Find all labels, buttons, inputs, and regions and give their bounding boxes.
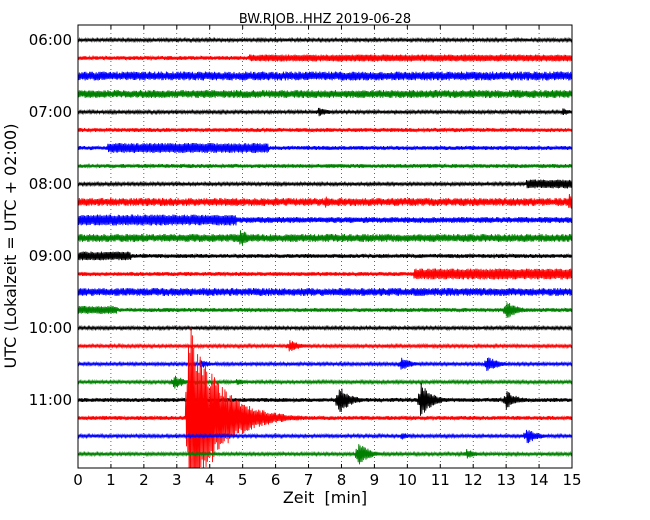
x-tick-label: 7 xyxy=(304,471,314,489)
trace-0630 xyxy=(78,71,572,81)
trace-0800 xyxy=(78,179,572,189)
trace-0930 xyxy=(78,287,572,297)
x-tick-label: 13 xyxy=(497,471,516,489)
x-tick-label: 9 xyxy=(370,471,380,489)
x-tick-label: 2 xyxy=(139,471,149,489)
trace-1030 xyxy=(78,357,572,371)
x-axis-ticks: 0 1 2 3 4 5 6 7 8 9 10 11 12 13 14 15 xyxy=(73,25,582,489)
trace-1100 xyxy=(78,383,572,416)
trace-0830 xyxy=(78,214,572,226)
x-tick-label: 15 xyxy=(562,471,581,489)
plot-frame xyxy=(77,24,573,469)
y-tick-label: 06:00 xyxy=(29,31,72,49)
traces xyxy=(78,36,572,468)
x-tick-label: 11 xyxy=(431,471,450,489)
y-axis-label: UTC (Lokalzeit = UTC + 02:00) xyxy=(1,124,20,369)
x-tick-label: 0 xyxy=(73,471,83,489)
trace-0645 xyxy=(78,89,572,99)
trace-0815 xyxy=(78,193,572,209)
x-tick-label: 6 xyxy=(271,471,281,489)
x-tick-label: 4 xyxy=(205,471,215,489)
trace-0845 xyxy=(78,230,572,245)
y-tick-label: 08:00 xyxy=(29,175,72,193)
x-tick-label: 12 xyxy=(464,471,483,489)
trace-0945 xyxy=(78,302,572,318)
y-tick-label: 09:00 xyxy=(29,247,72,265)
trace-0600 xyxy=(78,36,572,44)
trace-1115 xyxy=(78,327,572,468)
trace-0715 xyxy=(78,126,572,134)
trace-1130 xyxy=(78,429,572,444)
trace-0915 xyxy=(78,268,572,280)
trace-0900 xyxy=(78,251,572,261)
x-tick-label: 10 xyxy=(398,471,417,489)
x-tick-label: 5 xyxy=(238,471,248,489)
y-axis-ticks: 06:00 07:00 08:00 09:00 10:00 11:00 xyxy=(29,31,572,409)
y-tick-label: 10:00 xyxy=(29,319,72,337)
x-tick-label: 8 xyxy=(337,471,347,489)
trace-1145 xyxy=(78,444,572,465)
y-tick-label: 11:00 xyxy=(29,391,72,409)
trace-0700 xyxy=(78,107,572,117)
y-tick-label: 07:00 xyxy=(29,103,72,121)
trace-1000 xyxy=(78,324,572,332)
trace-0615 xyxy=(78,54,572,62)
trace-1045 xyxy=(78,375,572,389)
chart-title: BW.RJOB..HHZ 2019-06-28 xyxy=(239,12,411,27)
trace-0730 xyxy=(78,142,572,153)
x-tick-label: 3 xyxy=(172,471,182,489)
trace-1015 xyxy=(78,340,572,352)
trace-0745 xyxy=(78,162,572,170)
x-tick-label: 14 xyxy=(530,471,549,489)
x-axis-label: Zeit [min] xyxy=(283,488,367,507)
x-tick-label: 1 xyxy=(106,471,116,489)
